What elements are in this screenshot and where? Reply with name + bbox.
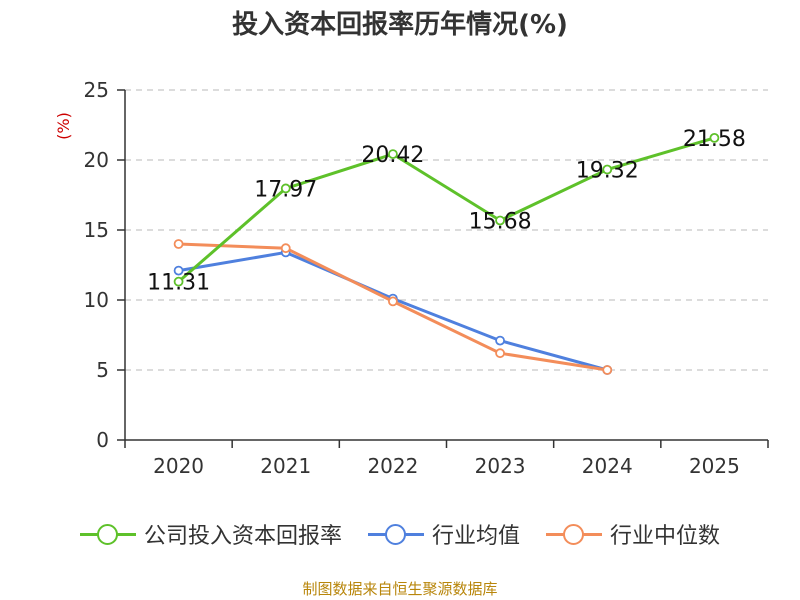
legend-marker-icon [79, 522, 136, 546]
y-tick-label: 25 [84, 78, 109, 102]
y-tick-label: 10 [84, 288, 109, 312]
legend-label: 行业均值 [431, 524, 520, 549]
x-tick-label: 2020 [153, 454, 204, 478]
data-point [173, 265, 184, 276]
y-tick-label: 5 [96, 358, 109, 382]
legend-marker-icon [546, 522, 602, 546]
legend-label: 公司投入资本回报率 [143, 524, 342, 549]
chart-title: 投入资本回报率历年情况(%) [232, 10, 568, 40]
x-tick-label: 2025 [689, 454, 740, 478]
data-point [388, 296, 398, 307]
data-point [280, 243, 291, 254]
x-tick-label: 2021 [260, 454, 311, 478]
x-tick-label: 2024 [582, 454, 633, 478]
data-label: 20.42 [361, 143, 424, 168]
data-label: 11.31 [147, 271, 210, 296]
legend-item[interactable]: 行业中位数 [546, 518, 720, 550]
data-label: 21.58 [683, 127, 746, 152]
legend-item[interactable]: 行业均值 [367, 518, 520, 550]
series-line [178, 250, 608, 372]
data-label: 19.32 [576, 159, 639, 184]
data-point [388, 149, 398, 160]
y-tick-label: 0 [96, 428, 109, 452]
y-tick-label: 20 [84, 148, 109, 172]
data-label: 17.97 [254, 177, 317, 202]
data-point [495, 335, 505, 346]
data-point [602, 164, 613, 175]
data-point [495, 348, 505, 359]
source-footer: 制图数据来自恒生聚源数据库 [302, 580, 498, 598]
legend-marker-icon [367, 522, 424, 546]
legend: 公司投入资本回报率 行业均值 行业中位数 [0, 518, 800, 550]
data-label: 15.68 [469, 209, 532, 234]
x-tick-label: 2022 [367, 454, 418, 478]
series-line [177, 136, 715, 283]
x-tick-label: 2023 [475, 454, 526, 478]
y-tick-label: 15 [84, 218, 109, 242]
legend-item[interactable]: 公司投入资本回报率 [79, 518, 342, 550]
data-point [280, 183, 291, 194]
data-point [173, 239, 184, 249]
data-point [709, 132, 720, 143]
data-point [173, 276, 184, 287]
data-point [602, 365, 613, 375]
data-point [495, 215, 505, 226]
legend-label: 行业中位数 [610, 524, 721, 549]
y-axis-label: (%) [54, 112, 73, 140]
